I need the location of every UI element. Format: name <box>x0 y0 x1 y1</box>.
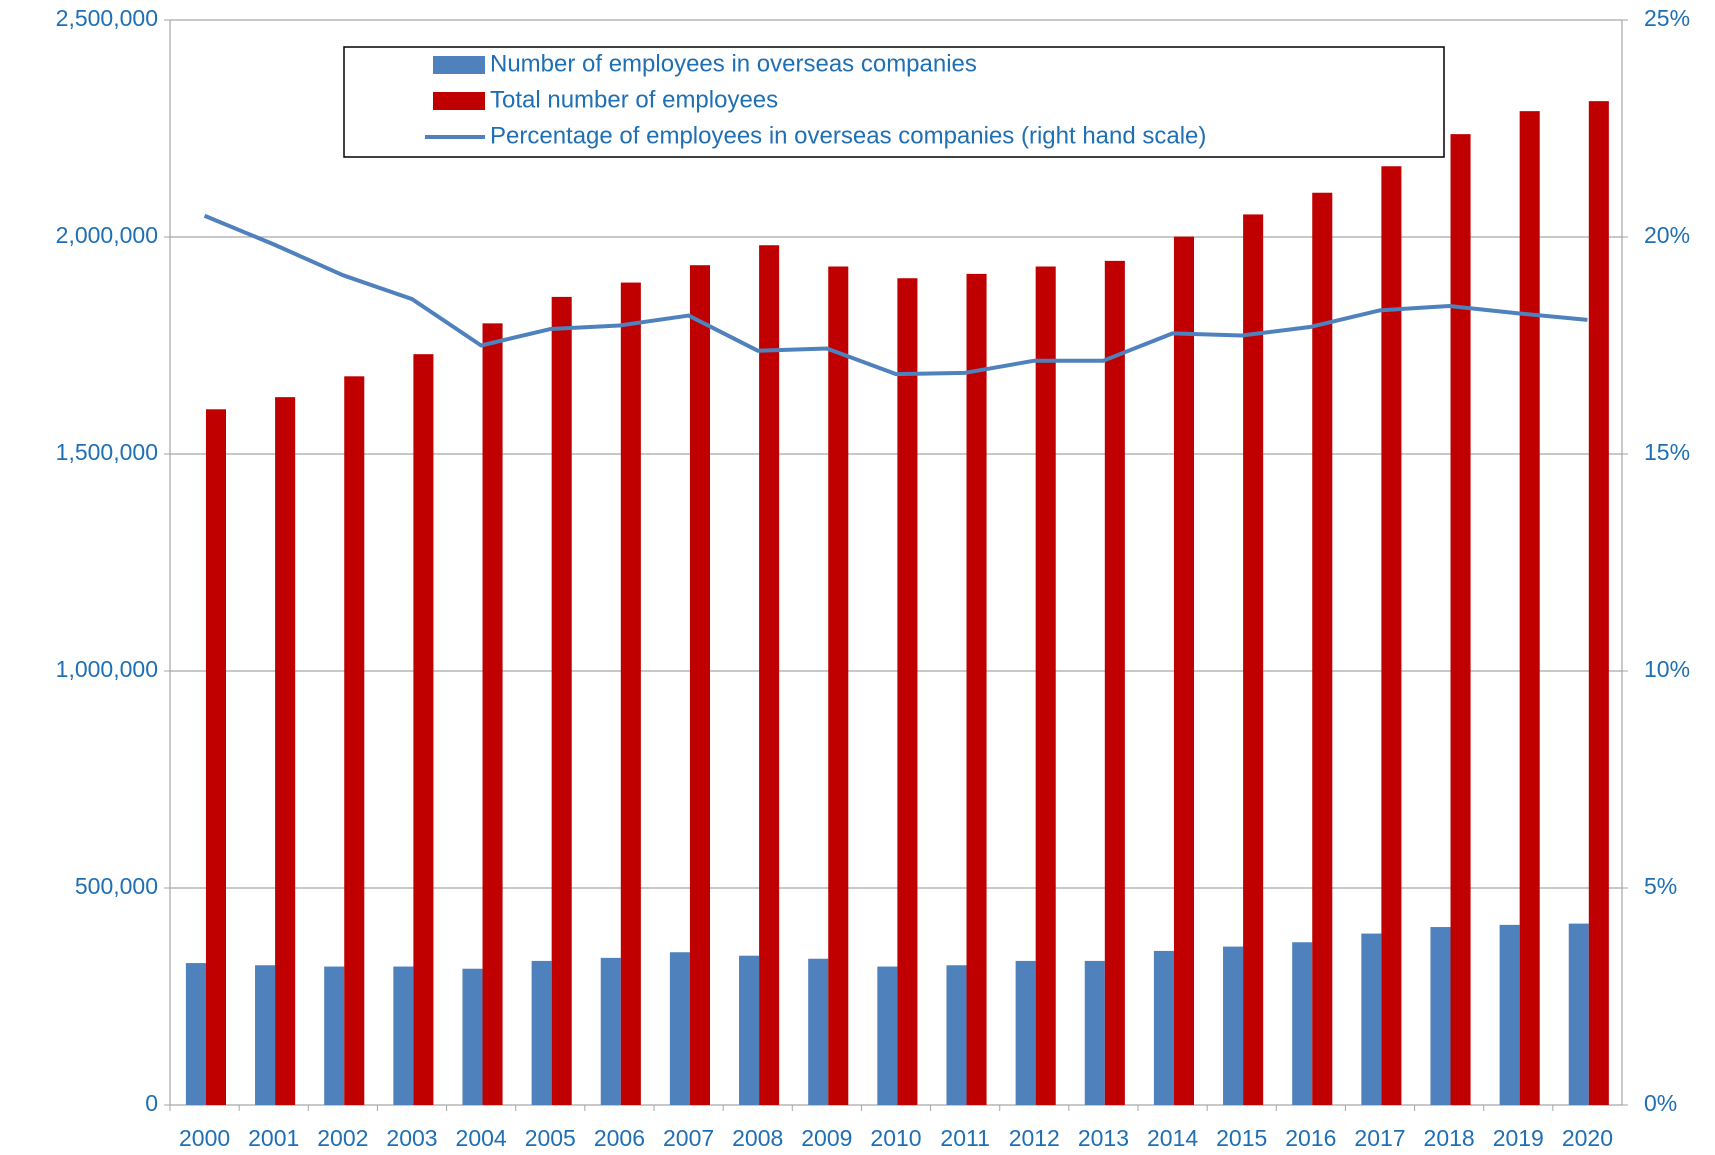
bar <box>739 955 760 1105</box>
y2-tick-label: 5% <box>1644 873 1677 899</box>
bar <box>185 963 206 1105</box>
x-tick-label: 2011 <box>940 1125 989 1151</box>
bar <box>344 376 365 1106</box>
bar <box>759 245 780 1106</box>
bar <box>828 266 849 1106</box>
legend-label: Total number of employees <box>490 86 778 113</box>
bar <box>275 397 296 1105</box>
x-tick-label: 2002 <box>317 1125 368 1151</box>
bar <box>897 278 918 1106</box>
bar <box>1243 214 1264 1105</box>
y-tick-label: 1,500,000 <box>56 439 158 465</box>
x-tick-label: 2014 <box>1147 1125 1198 1151</box>
x-tick-label: 2005 <box>525 1125 576 1151</box>
legend: Number of employees in overseas companie… <box>343 46 1445 158</box>
bar <box>531 960 552 1105</box>
bar <box>1015 960 1036 1105</box>
x-tick-label: 2017 <box>1354 1125 1405 1151</box>
bar <box>324 966 345 1105</box>
bar <box>1223 946 1244 1105</box>
bar <box>1312 192 1333 1105</box>
bar <box>1568 923 1589 1105</box>
bar <box>1153 950 1174 1105</box>
legend-box <box>343 46 1445 158</box>
bar <box>946 965 967 1105</box>
bar <box>877 966 898 1105</box>
x-tick-label: 2020 <box>1562 1125 1613 1151</box>
bar <box>1035 266 1056 1106</box>
x-tick-label: 2007 <box>663 1125 714 1151</box>
bar <box>620 282 641 1105</box>
bar <box>600 957 621 1105</box>
x-tick-label: 2008 <box>732 1125 783 1151</box>
y2-tick-label: 25% <box>1644 5 1690 31</box>
bar <box>1292 942 1313 1105</box>
bar <box>482 323 503 1106</box>
y2-tick-label: 10% <box>1644 656 1690 682</box>
bar <box>1430 927 1451 1105</box>
y2-tick-label: 15% <box>1644 439 1690 465</box>
y2-tick-label: 20% <box>1644 222 1690 248</box>
x-tick-label: 2018 <box>1424 1125 1475 1151</box>
bar <box>413 354 434 1105</box>
x-tick-label: 2000 <box>179 1125 230 1151</box>
y-tick-label: 500,000 <box>75 873 158 899</box>
bar <box>393 966 414 1105</box>
bar <box>808 958 829 1105</box>
line <box>203 213 1588 377</box>
bar <box>551 296 572 1106</box>
bar <box>1361 933 1382 1105</box>
y-tick-label: 1,000,000 <box>56 656 158 682</box>
legend-swatch <box>433 56 485 74</box>
bar <box>1104 260 1125 1105</box>
bar <box>255 965 276 1105</box>
bar <box>966 273 987 1105</box>
bar <box>1450 134 1471 1106</box>
y2-tick-label: 0% <box>1644 1090 1677 1116</box>
bar <box>205 409 227 1106</box>
x-tick-label: 2009 <box>801 1125 852 1151</box>
y-tick-label: 0 <box>145 1090 158 1116</box>
x-tick-label: 2004 <box>456 1125 507 1151</box>
legend-label: Percentage of employees in overseas comp… <box>490 122 1206 149</box>
bar <box>1588 101 1609 1105</box>
bar <box>689 265 711 1106</box>
bar <box>1519 111 1540 1105</box>
bar <box>669 952 690 1105</box>
y-tick-label: 2,000,000 <box>56 222 158 248</box>
legend-label: Number of employees in overseas companie… <box>490 50 977 77</box>
x-tick-label: 2001 <box>248 1125 299 1151</box>
bar <box>1499 924 1520 1105</box>
x-tick-label: 2019 <box>1493 1125 1544 1151</box>
bar <box>1084 960 1105 1105</box>
bar <box>1173 236 1195 1106</box>
x-tick-label: 2012 <box>1009 1125 1060 1151</box>
x-tick-label: 2013 <box>1078 1125 1129 1151</box>
legend-swatch <box>433 92 485 110</box>
x-tick-label: 2015 <box>1216 1125 1267 1151</box>
x-tick-label: 2010 <box>870 1125 921 1151</box>
x-tick-label: 2016 <box>1285 1125 1336 1151</box>
y-tick-label: 2,500,000 <box>56 5 158 31</box>
x-tick-label: 2006 <box>594 1125 645 1151</box>
bar <box>1381 166 1402 1105</box>
x-tick-label: 2003 <box>386 1125 437 1151</box>
bar <box>462 968 483 1105</box>
